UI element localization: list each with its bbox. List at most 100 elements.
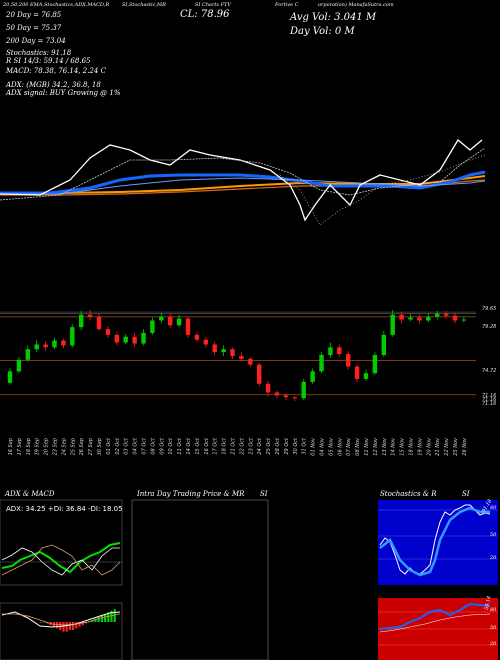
plus-di-line xyxy=(1,547,120,576)
candle-body xyxy=(417,317,422,321)
candle-body xyxy=(381,334,386,355)
candle-body xyxy=(185,318,191,335)
macd-hist-bar xyxy=(84,622,87,624)
ema200-line xyxy=(0,175,486,194)
date-label: 17 Sep xyxy=(17,438,23,455)
date-label: 27 Sep xyxy=(88,438,94,455)
candle-body xyxy=(301,381,306,399)
date-axis: 16 Sep 17 Sep 18 Sep 19 Sep 20 Sep 23 Sep 24 S… xyxy=(8,437,468,456)
macd-hist-bar xyxy=(88,622,91,623)
macd-line xyxy=(1,611,121,628)
candle-body xyxy=(274,392,280,396)
adx-label: ADX: (MGB) 34.2, 36.8, 18 xyxy=(6,81,101,89)
date-label: 03 Oct xyxy=(124,437,130,455)
date-label: 25 Nov xyxy=(453,437,459,456)
macd-hist-bar xyxy=(100,615,103,622)
price-levels xyxy=(0,311,476,396)
candle-body xyxy=(203,339,208,345)
candle-body xyxy=(52,340,57,348)
date-label: 14 Oct xyxy=(186,437,192,455)
date-label: 25 Oct xyxy=(266,437,272,455)
date-label: 20 Nov xyxy=(426,437,432,456)
candle-body xyxy=(257,364,262,384)
date-label: 06 Nov xyxy=(337,437,343,456)
macd-hist-bar xyxy=(78,622,81,627)
date-label: 16 Sep xyxy=(8,438,14,455)
date-label: 26 Nov xyxy=(462,437,468,456)
ema50-label: 50 Day = 75.37 xyxy=(6,24,62,32)
intraday-si: SI xyxy=(260,490,268,498)
candle-body xyxy=(96,316,102,330)
adx-signal-label: ADX signal: BUY Growing @ 1% xyxy=(6,89,121,97)
close-label: CL: 78.96 xyxy=(180,9,230,20)
date-label: 22 Oct xyxy=(239,437,245,455)
candle-body xyxy=(61,340,66,346)
candle-body xyxy=(292,397,297,399)
macd-hist-bar xyxy=(46,622,49,624)
candle-body xyxy=(337,347,342,355)
macd-signal-line xyxy=(2,613,121,626)
date-label: 18 Sep xyxy=(26,438,32,455)
candle-body xyxy=(328,347,333,355)
date-label: 23 Sep xyxy=(53,438,59,455)
day-volume: Day Vol: 0 M xyxy=(290,26,355,37)
macd-hist-bar xyxy=(107,612,110,622)
ema-overview xyxy=(0,139,486,226)
candle-body xyxy=(452,315,458,321)
candle-body xyxy=(435,313,440,317)
stoch-title: Stochastics & R xyxy=(380,490,437,498)
macd-hist-bar xyxy=(97,617,100,622)
date-label: 01 Oct xyxy=(106,437,112,455)
candle-body xyxy=(443,313,449,316)
candle-body xyxy=(176,318,182,326)
macd-label: MACD: 78.38, 76.14, 2.24 C xyxy=(6,67,106,75)
price-axis-label: 71.16 xyxy=(482,401,496,407)
candle-body xyxy=(114,334,119,343)
ema20-label: 20 Day = 76.85 xyxy=(6,11,62,19)
date-label: 18 Oct xyxy=(222,437,228,455)
candle-body xyxy=(461,319,467,321)
date-label: 07 Nov xyxy=(346,437,352,456)
date-label: 25 Sep xyxy=(70,438,76,455)
candle-body xyxy=(25,349,30,360)
macd-hist-bar xyxy=(40,622,43,623)
date-label: 29 Oct xyxy=(284,437,290,455)
macd-hist-bar xyxy=(56,622,59,629)
date-label: 10 Oct xyxy=(168,437,174,455)
date-label: 11 Nov xyxy=(364,437,370,456)
price-axis-label: 71.16 xyxy=(482,397,496,403)
candle-body xyxy=(426,316,431,321)
date-label: 08 Oct xyxy=(150,437,156,455)
candle-body xyxy=(79,314,84,328)
candle-body xyxy=(194,334,200,340)
candle-body xyxy=(105,329,111,335)
date-label: 11 Oct xyxy=(177,437,183,455)
candle-body xyxy=(70,327,75,346)
candle-body xyxy=(212,344,217,353)
candle-body xyxy=(132,336,137,344)
candle-body xyxy=(159,316,164,321)
price-axis-label: 79.65 xyxy=(482,306,496,312)
adx-values: ADX: 34.25 +DI: 36.84 -DI: 18.05 xyxy=(6,505,123,513)
avg-volume: Avg Vol: 3.041 M xyxy=(290,12,377,23)
stoch-si: SI xyxy=(462,490,470,498)
macd-panel xyxy=(0,602,123,660)
date-label: 16 Oct xyxy=(204,437,210,455)
date-label: 17 Oct xyxy=(213,437,219,455)
macd-hist-bar xyxy=(43,622,46,623)
price-axis-label: 79.28 xyxy=(482,324,496,330)
date-label: 21 Nov xyxy=(435,437,441,456)
candle-body xyxy=(248,358,253,365)
candle-body xyxy=(319,355,324,372)
candlesticks xyxy=(7,309,467,402)
candle-body xyxy=(43,344,48,348)
candle-body xyxy=(372,355,378,374)
date-label: 30 Oct xyxy=(293,437,299,455)
macd-hist-bar xyxy=(104,614,107,622)
date-label: 19 Nov xyxy=(417,437,423,456)
candle-body xyxy=(265,383,271,393)
chart-title-mid1: SI,Stochastic,MR xyxy=(122,2,166,8)
date-label: 24 Sep xyxy=(61,438,67,455)
